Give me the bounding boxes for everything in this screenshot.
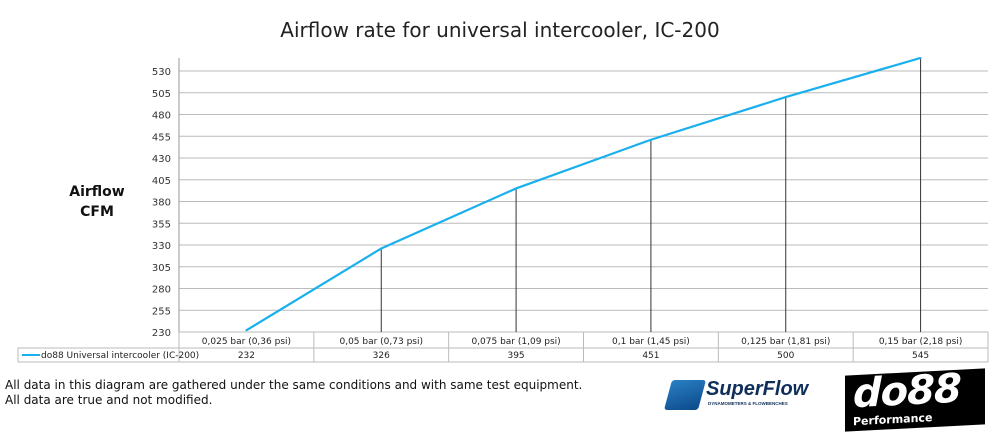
note-line-1: All data in this diagram are gathered un… bbox=[5, 378, 583, 392]
note-line-2: All data are true and not modified. bbox=[5, 393, 213, 407]
do88-subtext: Performance bbox=[853, 411, 933, 429]
data-point bbox=[380, 247, 383, 250]
x-category-label: 0,15 bar (2,18 psi) bbox=[879, 337, 963, 347]
chart-title: Airflow rate for universal intercooler, … bbox=[280, 18, 720, 42]
y-tick-label: 505 bbox=[152, 89, 171, 100]
data-point bbox=[919, 56, 922, 59]
y-axis-label: Airflow CFM bbox=[62, 182, 132, 222]
superflow-wave-icon bbox=[663, 380, 707, 410]
y-tick-label: 380 bbox=[152, 198, 171, 209]
y-tick-label: 305 bbox=[152, 263, 171, 274]
y-tick-label: 480 bbox=[152, 111, 171, 122]
data-point bbox=[515, 187, 518, 190]
do88-text: do88 bbox=[853, 365, 961, 418]
y-tick-label: 255 bbox=[152, 306, 171, 317]
y-tick-label: 280 bbox=[152, 285, 171, 296]
x-category-label: 0,1 bar (1,45 psi) bbox=[612, 337, 690, 347]
y-tick-label: 455 bbox=[152, 132, 171, 143]
do88-logo: do88 Performance bbox=[845, 365, 985, 432]
data-table-value: 232 bbox=[238, 351, 255, 361]
data-table-value: 451 bbox=[642, 351, 659, 361]
y-tick-label: 405 bbox=[152, 176, 171, 187]
data-table-value: 500 bbox=[777, 351, 794, 361]
y-tick-label: 355 bbox=[152, 219, 171, 230]
y-tick-label: 530 bbox=[152, 67, 171, 78]
superflow-logo: SuperFlow DYNAMOMETERS & FLOWBENCHES bbox=[663, 378, 816, 412]
y-tick-label: 330 bbox=[152, 241, 171, 252]
data-table-value: 545 bbox=[912, 351, 929, 361]
superflow-text: SuperFlow bbox=[706, 378, 809, 400]
legend-series-name: do88 Universal intercooler (IC-200) bbox=[41, 351, 199, 361]
data-table-value: 326 bbox=[373, 351, 390, 361]
x-category-label: 0,125 bar (1,81 psi) bbox=[741, 337, 830, 347]
data-point bbox=[245, 329, 248, 332]
series-line bbox=[245, 56, 921, 332]
y-tick-label: 430 bbox=[152, 154, 171, 165]
superflow-subtext: DYNAMOMETERS & FLOWBENCHES bbox=[708, 401, 788, 406]
y-tick-label: 230 bbox=[152, 328, 171, 339]
x-category-label: 0,05 bar (0,73 psi) bbox=[339, 337, 423, 347]
data-point bbox=[649, 138, 652, 141]
data-point bbox=[784, 96, 787, 99]
y-axis-label-line2: CFM bbox=[80, 204, 114, 220]
data-table-value: 395 bbox=[507, 351, 524, 361]
x-category-label: 0,025 bar (0,36 psi) bbox=[202, 337, 291, 347]
y-axis-label-line1: Airflow bbox=[69, 184, 125, 200]
x-category-label: 0,075 bar (1,09 psi) bbox=[471, 337, 560, 347]
